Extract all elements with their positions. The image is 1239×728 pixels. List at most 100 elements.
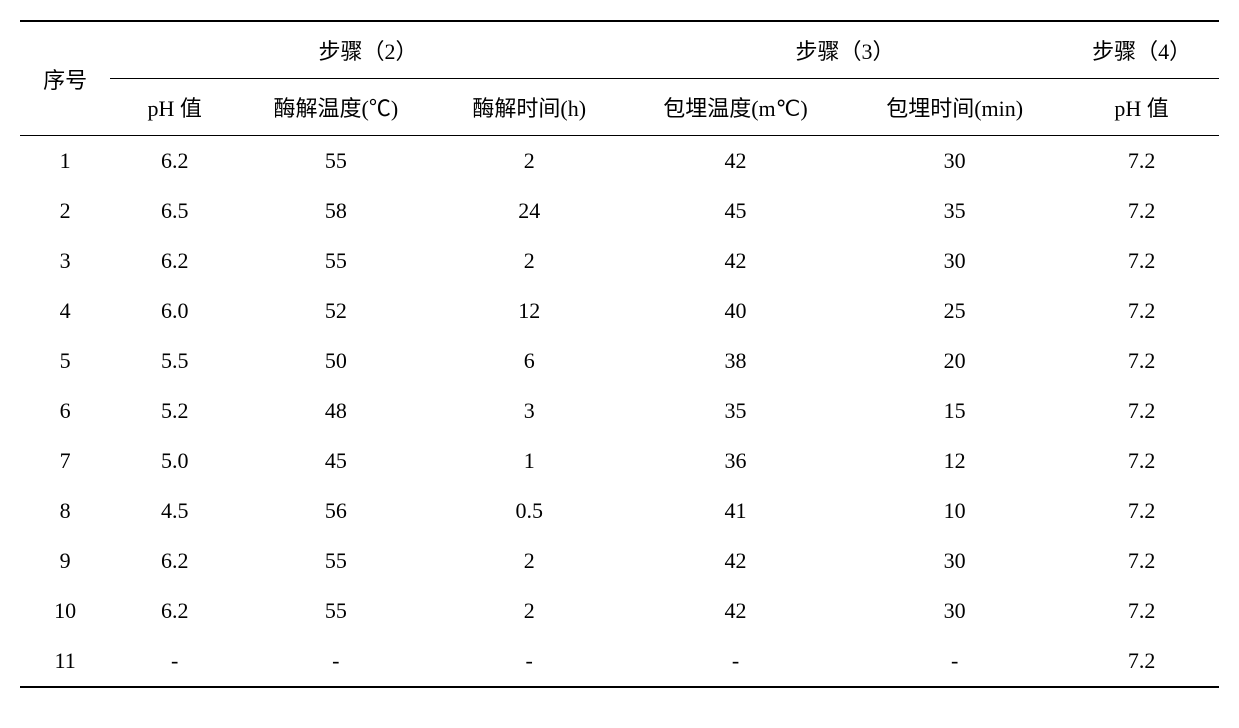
cell-ph2: 7.2 <box>1064 136 1219 187</box>
cell-ph2: 7.2 <box>1064 586 1219 636</box>
cell-time2: - <box>845 636 1064 687</box>
cell-temp1: 45 <box>239 436 432 486</box>
table-row: 11-----7.2 <box>20 636 1219 687</box>
cell-temp1: 52 <box>239 286 432 336</box>
cell-ph1: 6.0 <box>110 286 239 336</box>
cell-time1: 3 <box>433 386 626 436</box>
cell-ph2: 7.2 <box>1064 236 1219 286</box>
cell-seq: 3 <box>20 236 110 286</box>
cell-seq: 2 <box>20 186 110 236</box>
cell-ph1: 5.2 <box>110 386 239 436</box>
cell-time2: 30 <box>845 536 1064 586</box>
cell-time2: 30 <box>845 586 1064 636</box>
cell-temp1: - <box>239 636 432 687</box>
cell-ph1: - <box>110 636 239 687</box>
cell-time1: 0.5 <box>433 486 626 536</box>
cell-temp2: 36 <box>626 436 845 486</box>
cell-ph1: 6.2 <box>110 536 239 586</box>
cell-temp1: 55 <box>239 136 432 187</box>
cell-time1: 1 <box>433 436 626 486</box>
cell-ph2: 7.2 <box>1064 286 1219 336</box>
cell-time2: 12 <box>845 436 1064 486</box>
cell-time2: 30 <box>845 236 1064 286</box>
cell-time1: 12 <box>433 286 626 336</box>
cell-time1: 6 <box>433 336 626 386</box>
cell-seq: 11 <box>20 636 110 687</box>
cell-ph1: 4.5 <box>110 486 239 536</box>
cell-ph2: 7.2 <box>1064 336 1219 386</box>
header-seq: 序号 <box>20 21 110 136</box>
cell-seq: 6 <box>20 386 110 436</box>
subheader-temp2: 包埋温度(m℃) <box>626 79 845 136</box>
cell-seq: 7 <box>20 436 110 486</box>
table-row: 65.248335157.2 <box>20 386 1219 436</box>
cell-ph1: 5.5 <box>110 336 239 386</box>
cell-temp1: 55 <box>239 236 432 286</box>
cell-temp1: 50 <box>239 336 432 386</box>
table-row: 84.5560.541107.2 <box>20 486 1219 536</box>
table-row: 55.550638207.2 <box>20 336 1219 386</box>
data-table: 序号 步骤（2） 步骤（3） 步骤（4） pH 值 酶解温度(℃) 酶解时间(h… <box>20 20 1219 688</box>
cell-time2: 30 <box>845 136 1064 187</box>
table-row: 46.0521240257.2 <box>20 286 1219 336</box>
cell-temp2: 42 <box>626 586 845 636</box>
cell-time1: 24 <box>433 186 626 236</box>
table-row: 106.255242307.2 <box>20 586 1219 636</box>
cell-seq: 4 <box>20 286 110 336</box>
cell-temp1: 56 <box>239 486 432 536</box>
subheader-temp1: 酶解温度(℃) <box>239 79 432 136</box>
cell-seq: 9 <box>20 536 110 586</box>
cell-temp2: 42 <box>626 236 845 286</box>
cell-ph1: 6.2 <box>110 136 239 187</box>
cell-ph2: 7.2 <box>1064 186 1219 236</box>
cell-time1: 2 <box>433 236 626 286</box>
subheader-ph2: pH 值 <box>1064 79 1219 136</box>
cell-temp2: 45 <box>626 186 845 236</box>
cell-temp2: - <box>626 636 845 687</box>
cell-seq: 10 <box>20 586 110 636</box>
cell-ph1: 6.2 <box>110 236 239 286</box>
table-row: 16.255242307.2 <box>20 136 1219 187</box>
cell-time2: 35 <box>845 186 1064 236</box>
cell-time2: 20 <box>845 336 1064 386</box>
cell-ph2: 7.2 <box>1064 436 1219 486</box>
cell-time1: - <box>433 636 626 687</box>
cell-temp2: 35 <box>626 386 845 436</box>
table-body: 16.255242307.226.5582445357.236.25524230… <box>20 136 1219 688</box>
cell-seq: 5 <box>20 336 110 386</box>
cell-seq: 1 <box>20 136 110 187</box>
subheader-time2: 包埋时间(min) <box>845 79 1064 136</box>
cell-ph1: 5.0 <box>110 436 239 486</box>
cell-temp1: 58 <box>239 186 432 236</box>
cell-temp1: 55 <box>239 586 432 636</box>
cell-ph2: 7.2 <box>1064 636 1219 687</box>
cell-ph2: 7.2 <box>1064 486 1219 536</box>
cell-temp2: 40 <box>626 286 845 336</box>
cell-time1: 2 <box>433 536 626 586</box>
cell-temp2: 41 <box>626 486 845 536</box>
cell-time2: 10 <box>845 486 1064 536</box>
table-row: 96.255242307.2 <box>20 536 1219 586</box>
cell-ph1: 6.2 <box>110 586 239 636</box>
cell-ph2: 7.2 <box>1064 536 1219 586</box>
cell-time1: 2 <box>433 586 626 636</box>
cell-seq: 8 <box>20 486 110 536</box>
cell-time2: 25 <box>845 286 1064 336</box>
cell-temp2: 42 <box>626 536 845 586</box>
header-step2: 步骤（2） <box>110 21 626 79</box>
subheader-ph1: pH 值 <box>110 79 239 136</box>
cell-time2: 15 <box>845 386 1064 436</box>
cell-time1: 2 <box>433 136 626 187</box>
header-step3: 步骤（3） <box>626 21 1064 79</box>
cell-ph1: 6.5 <box>110 186 239 236</box>
table-row: 75.045136127.2 <box>20 436 1219 486</box>
table-row: 26.5582445357.2 <box>20 186 1219 236</box>
cell-temp2: 38 <box>626 336 845 386</box>
cell-temp1: 48 <box>239 386 432 436</box>
table-row: 36.255242307.2 <box>20 236 1219 286</box>
cell-temp2: 42 <box>626 136 845 187</box>
header-step4: 步骤（4） <box>1064 21 1219 79</box>
subheader-time1: 酶解时间(h) <box>433 79 626 136</box>
cell-temp1: 55 <box>239 536 432 586</box>
cell-ph2: 7.2 <box>1064 386 1219 436</box>
